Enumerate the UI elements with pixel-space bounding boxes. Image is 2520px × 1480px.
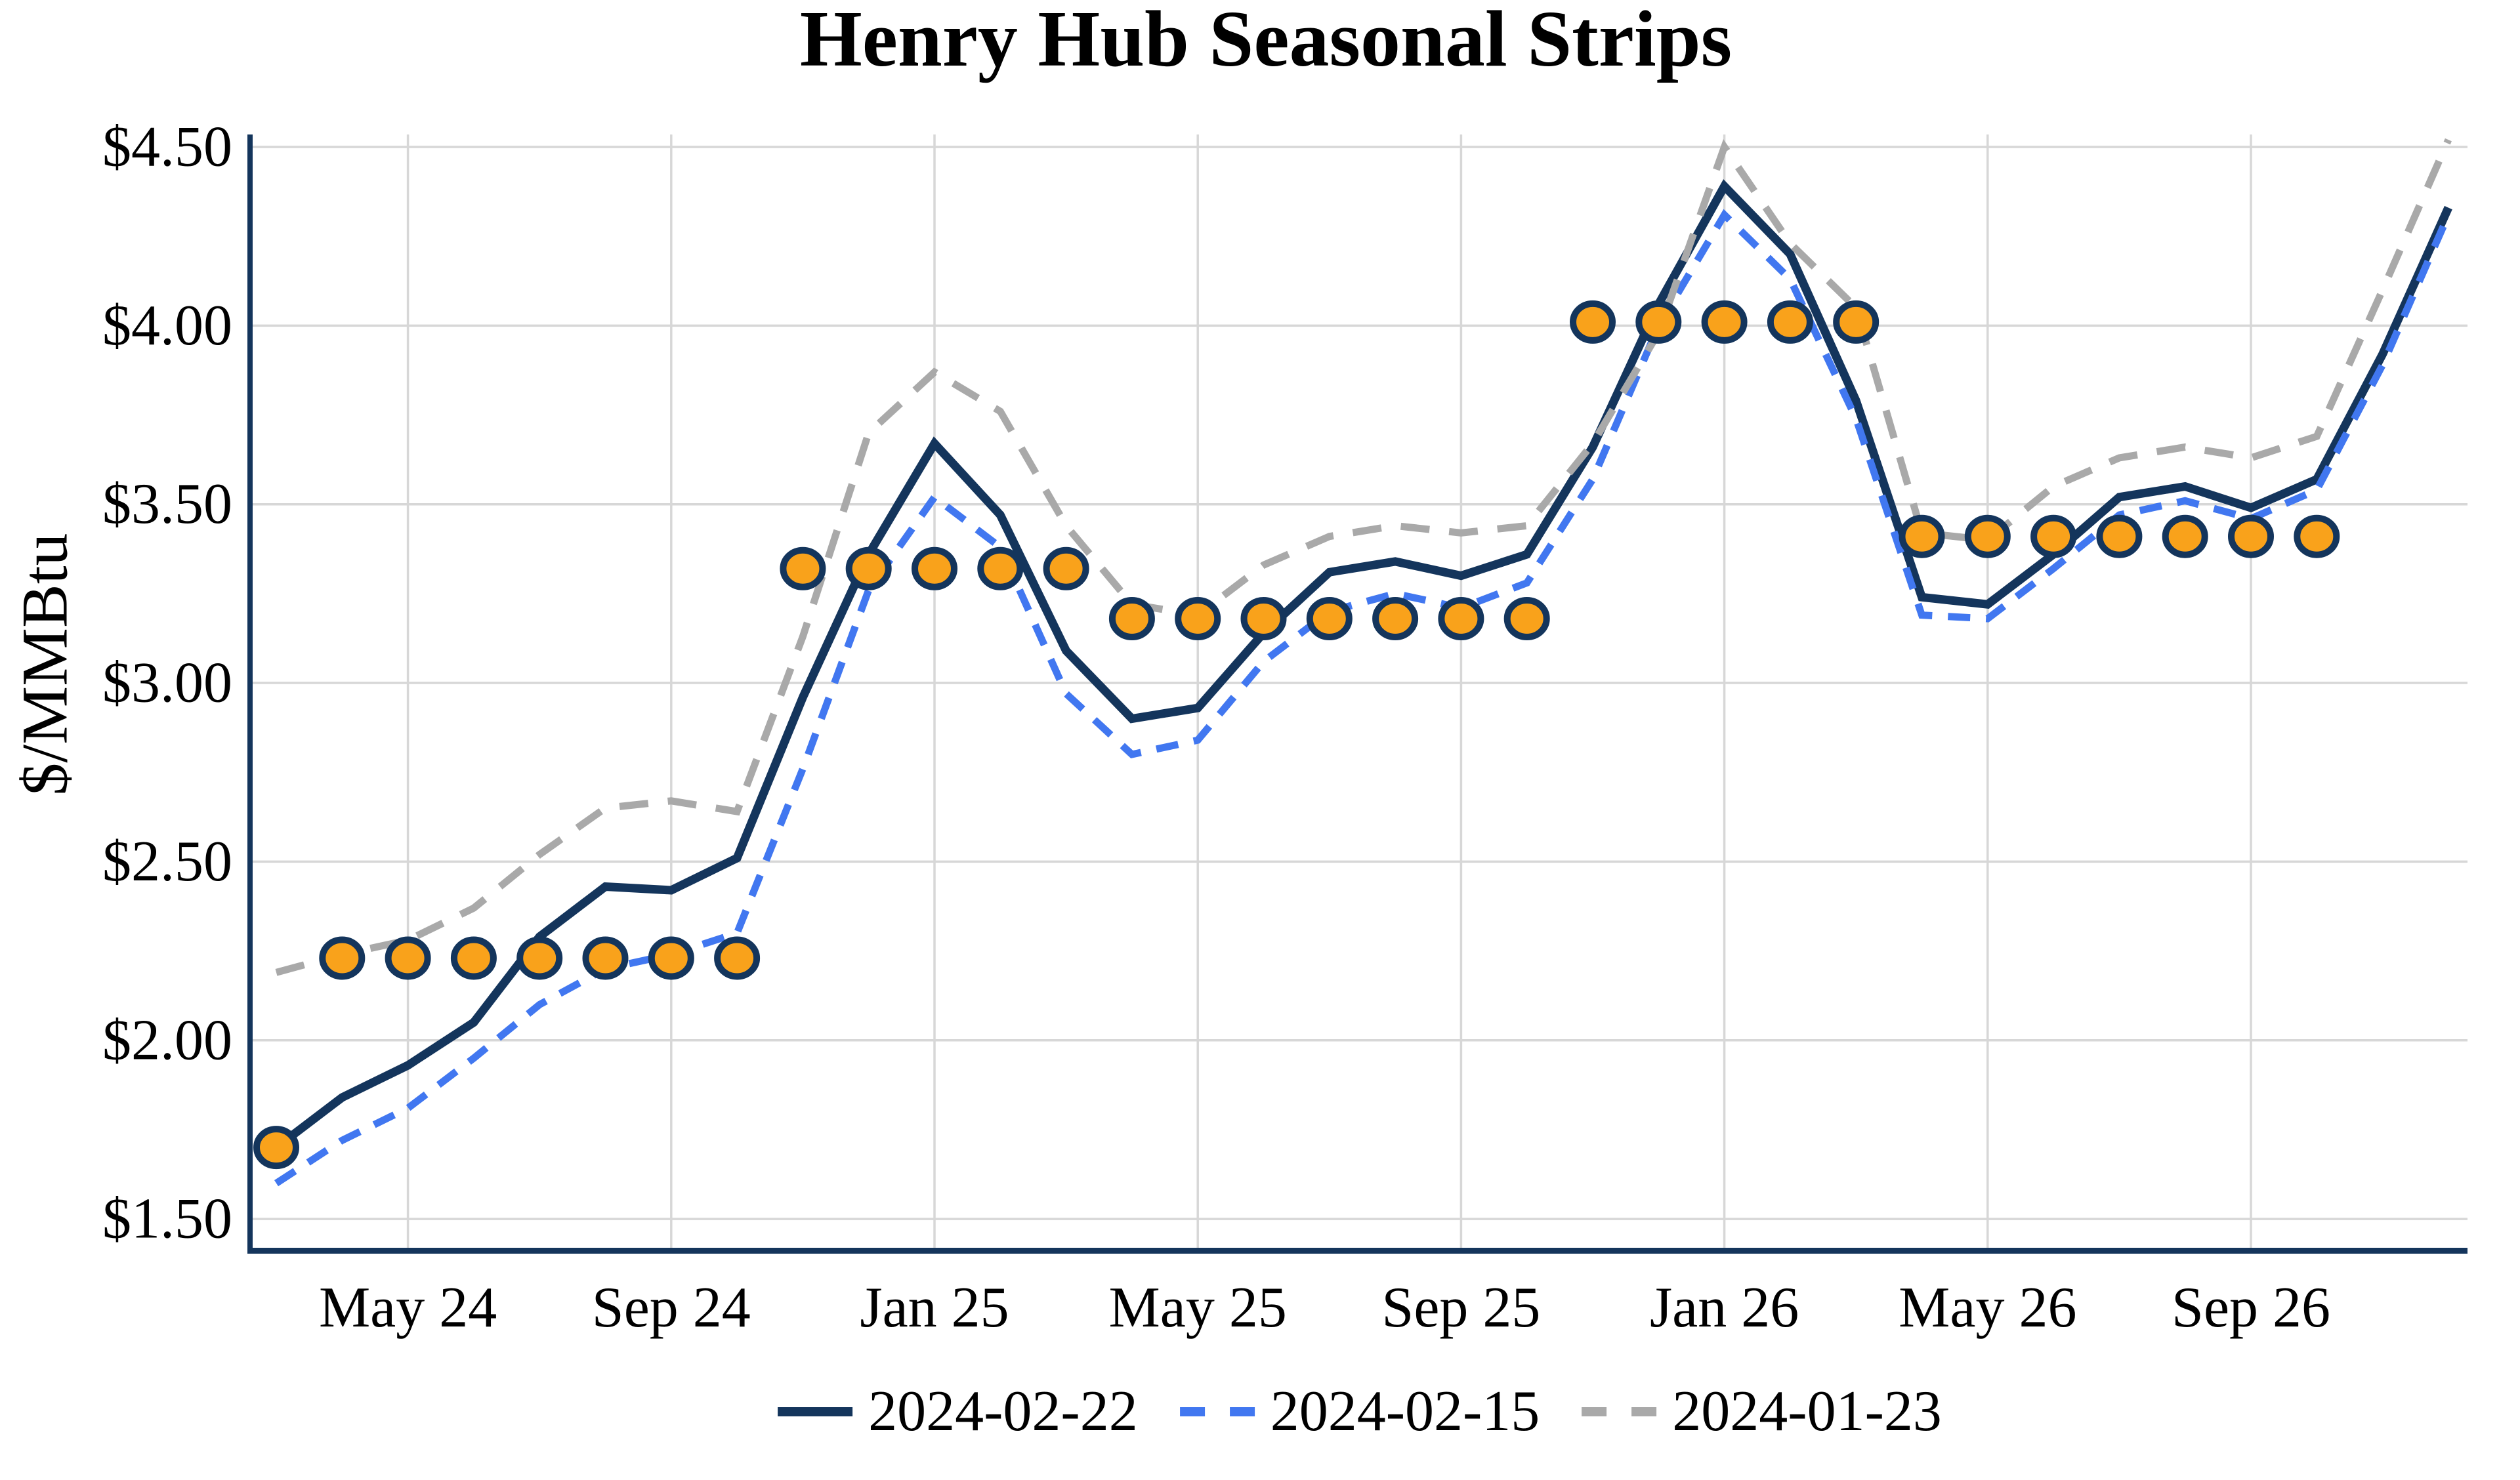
strip-marker <box>1108 597 1155 641</box>
x-tick-label: May 25 <box>1109 1276 1287 1340</box>
strip-marker <box>450 936 497 980</box>
x-tick-label: May 24 <box>319 1276 497 1340</box>
strip-marker <box>1833 300 1880 344</box>
y-tick-label: $1.50 <box>102 1187 232 1251</box>
y-tick-label: $2.50 <box>102 830 232 894</box>
x-tick-label: Sep 24 <box>592 1276 751 1340</box>
strip-marker <box>2162 514 2208 558</box>
strip-marker <box>582 936 629 980</box>
strip-marker <box>1964 514 2011 558</box>
y-tick-label: $3.50 <box>102 472 232 536</box>
legend-label: 2024-02-22 <box>868 1380 1138 1443</box>
strip-marker <box>1503 597 1550 641</box>
legend-label: 2024-02-15 <box>1270 1380 1540 1443</box>
y-tick-label: $3.00 <box>102 651 232 715</box>
x-tick-label: May 26 <box>1899 1276 2076 1340</box>
strip-marker <box>1438 597 1484 641</box>
legend-label: 2024-01-23 <box>1672 1380 1942 1443</box>
strip-marker <box>516 936 563 980</box>
chart-title: Henry Hub Seasonal Strips <box>799 0 1732 83</box>
legend-swatch-icon <box>1179 1407 1255 1416</box>
strip-marker <box>714 936 761 980</box>
x-axis-spine <box>247 1248 2468 1254</box>
strip-marker <box>1306 597 1353 641</box>
strip-marker <box>977 546 1024 590</box>
strip-marker <box>912 546 957 590</box>
strip-marker <box>1240 597 1287 641</box>
series-line-2024-02-15 <box>274 209 2452 1187</box>
strip-marker <box>385 936 431 980</box>
strip-marker <box>2228 514 2274 558</box>
legend: 2024-02-22 2024-02-15 2024-01-23 <box>776 1383 1942 1441</box>
legend-item-2024-02-15: 2024-02-15 <box>1179 1383 1540 1441</box>
strip-marker <box>1372 597 1419 641</box>
series-line-2024-01-23 <box>275 138 2452 976</box>
x-tick-label: Jan 25 <box>860 1276 1009 1340</box>
x-tick-label: Jan 26 <box>1650 1276 1799 1340</box>
x-tick-label: Sep 25 <box>1381 1276 1540 1340</box>
series-line-2024-02-22 <box>274 179 2452 1151</box>
strip-marker <box>780 546 826 590</box>
strip-marker <box>1043 546 1089 590</box>
legend-item-2024-02-22: 2024-02-22 <box>776 1383 1138 1441</box>
strip-marker <box>1767 300 1813 344</box>
y-tick-label: $4.50 <box>102 115 232 179</box>
x-tick-label: Sep 26 <box>2172 1276 2330 1340</box>
strip-marker <box>2294 514 2340 558</box>
strip-marker <box>2030 514 2077 558</box>
y-axis-spine <box>247 134 253 1254</box>
strip-marker <box>1570 300 1616 344</box>
strip-marker <box>1635 300 1682 344</box>
strip-marker <box>1175 597 1221 641</box>
legend-swatch-icon <box>1582 1407 1657 1416</box>
strip-marker <box>1701 300 1748 344</box>
strip-marker <box>253 1126 299 1170</box>
strip-marker <box>845 546 892 590</box>
legend-item-2024-01-23: 2024-01-23 <box>1580 1383 1942 1441</box>
strip-marker <box>1899 514 1945 558</box>
y-tick-label: $2.00 <box>102 1008 232 1072</box>
legend-swatch-icon <box>778 1407 853 1416</box>
strip-marker <box>648 936 694 980</box>
y-tick-label: $4.00 <box>102 294 232 358</box>
strip-marker <box>319 936 366 980</box>
strip-marker <box>2096 514 2143 558</box>
